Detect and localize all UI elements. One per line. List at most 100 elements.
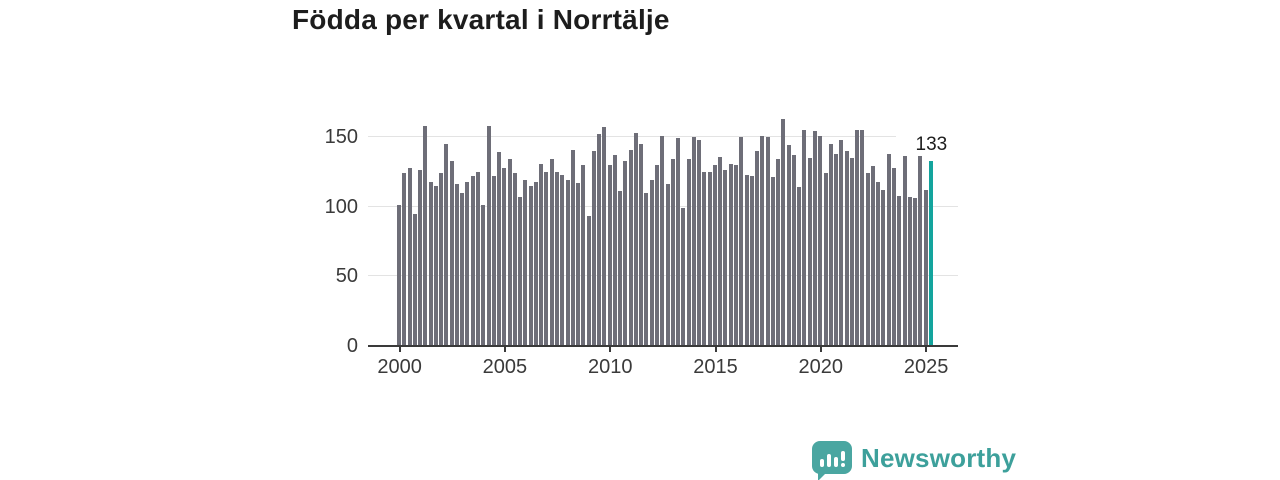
bar — [844, 150, 849, 346]
bar — [470, 176, 475, 346]
logo-exclamation — [840, 451, 845, 467]
bar — [623, 160, 628, 346]
bar — [718, 156, 723, 346]
x-axis-line — [368, 345, 958, 347]
bar — [618, 191, 623, 346]
x-axis-tick-2010 — [609, 346, 612, 352]
bar — [655, 164, 660, 346]
bar — [407, 167, 412, 346]
bar — [660, 135, 665, 346]
x-axis-tick-2015 — [714, 346, 717, 352]
bar — [812, 131, 817, 346]
bar — [802, 130, 807, 346]
bar — [570, 149, 575, 346]
bar — [886, 153, 891, 346]
bar — [423, 125, 428, 346]
bar — [702, 171, 707, 346]
bar — [554, 171, 559, 346]
newsworthy-logo: Newsworthy — [812, 441, 1017, 480]
bar — [481, 205, 486, 346]
bar — [502, 167, 507, 346]
bar — [881, 189, 886, 346]
x-axis-tick-2000 — [398, 346, 401, 352]
bars-layer — [397, 110, 934, 346]
bar — [681, 208, 686, 346]
bar — [760, 135, 765, 346]
x-axis-tick-2005 — [503, 346, 506, 352]
bar — [544, 171, 549, 346]
bar — [749, 176, 754, 346]
bar — [439, 173, 444, 346]
bar — [633, 132, 638, 346]
x-axis-label-2010: 2010 — [587, 356, 633, 378]
highlight-value-label: 133 — [896, 133, 967, 156]
bar — [676, 138, 681, 346]
bar — [723, 170, 728, 346]
bar — [670, 159, 675, 346]
bar — [491, 176, 496, 346]
logo-bar — [819, 459, 824, 467]
bar — [865, 173, 870, 346]
bar — [433, 185, 438, 346]
bar-chart-speech-bubble-icon — [812, 441, 852, 480]
bar — [823, 173, 828, 346]
bar — [697, 139, 702, 346]
bar — [797, 187, 802, 346]
bar — [560, 174, 565, 346]
bar — [486, 125, 491, 346]
bar — [565, 180, 570, 346]
bar — [549, 159, 554, 346]
bar — [449, 160, 454, 346]
y-axis-label-50: 50 — [335, 265, 358, 288]
bar — [876, 181, 881, 346]
bar — [897, 195, 902, 346]
brand-name: Newsworthy — [861, 443, 1017, 473]
bar — [755, 150, 760, 346]
bar — [412, 213, 417, 346]
bar — [465, 181, 470, 346]
bar — [507, 159, 512, 346]
bar — [834, 153, 839, 346]
bar — [418, 170, 423, 346]
bar — [454, 184, 459, 346]
x-axis-label-2015: 2015 — [693, 356, 738, 378]
x-axis-label-2025: 2025 — [903, 356, 949, 378]
bar — [586, 216, 591, 346]
bar — [860, 130, 865, 346]
bar — [539, 163, 544, 346]
bar — [512, 173, 517, 346]
bar — [686, 159, 691, 346]
speech-bubble-tail — [818, 472, 827, 480]
bar — [907, 196, 912, 346]
bar — [765, 137, 770, 346]
logo-exclamation-dot — [840, 463, 845, 467]
bar-highlight — [928, 160, 933, 346]
bar — [523, 180, 528, 346]
bar — [891, 167, 896, 346]
bar — [728, 163, 733, 346]
bar — [444, 144, 449, 346]
x-axis-tick-2025 — [925, 346, 928, 352]
bar — [902, 148, 907, 346]
chart-title: Födda per kvartal i Norrtälje — [292, 4, 670, 35]
bar — [855, 130, 860, 346]
bar — [781, 118, 786, 346]
bar — [665, 184, 670, 346]
bar — [644, 192, 649, 346]
bar — [533, 181, 538, 346]
bar — [923, 189, 928, 346]
x-axis-label-2005: 2005 — [482, 356, 528, 378]
logo-exclamation-bar — [840, 451, 845, 461]
bar — [528, 185, 533, 346]
logo-bar — [826, 454, 831, 467]
bar — [460, 192, 465, 346]
bar — [839, 139, 844, 346]
bar — [597, 134, 602, 346]
x-axis-label-2000: 2000 — [377, 356, 422, 378]
bar — [402, 173, 407, 346]
bar — [397, 205, 401, 346]
x-axis-tick-2020 — [819, 346, 822, 352]
bar — [475, 171, 480, 346]
bar — [776, 159, 781, 346]
logo-bar — [833, 457, 838, 467]
